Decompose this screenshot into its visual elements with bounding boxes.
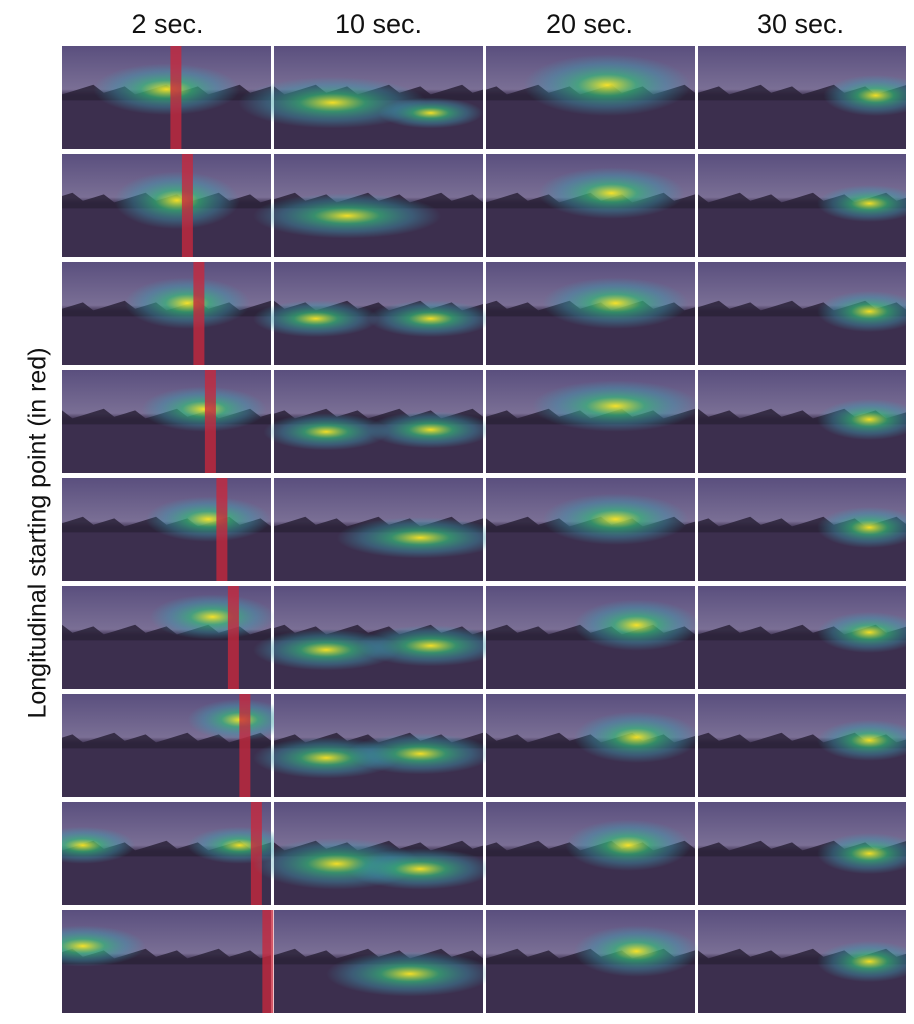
- saliency-blob: [542, 277, 689, 329]
- heatmap-cell: [486, 46, 695, 149]
- heatmap-cell: [698, 802, 906, 905]
- heatmap-cell: [253, 694, 494, 797]
- saliency-blob: [326, 951, 494, 997]
- saliency-blob: [378, 97, 483, 129]
- heatmap-cell: [274, 910, 494, 1013]
- heatmap-cell: [486, 262, 695, 365]
- saliency-blob: [347, 733, 494, 775]
- heatmap-cell: [698, 46, 906, 149]
- column-header-2-sec: 2 sec.: [131, 9, 204, 39]
- saliency-blob: [817, 290, 906, 333]
- saliency-blob: [523, 54, 691, 117]
- heatmap-cell: [253, 154, 483, 257]
- saliency-blob: [538, 167, 685, 219]
- saliency-blob: [368, 411, 494, 449]
- saliency-blob: [542, 493, 689, 545]
- saliency-blob: [817, 506, 906, 549]
- saliency-blob: [817, 719, 906, 761]
- heatmap-cell: [62, 910, 274, 1013]
- saliency-blob: [124, 277, 251, 329]
- saliency-blob: [573, 711, 700, 764]
- heatmap-cell: [253, 802, 494, 905]
- saliency-blob: [817, 184, 906, 222]
- heatmap-cell: [486, 154, 695, 257]
- heatmap-cell: [698, 262, 906, 365]
- heatmap-cell: [62, 46, 271, 149]
- heatmap-cell: [62, 478, 271, 581]
- heatmap-cell: [486, 802, 695, 905]
- start-point-marker: [250, 802, 262, 905]
- heatmap-cell: [698, 586, 906, 689]
- saliency-blob: [817, 832, 906, 875]
- heatmap-cell: [253, 586, 504, 689]
- saliency-blob: [817, 398, 906, 441]
- heatmap-cell: [62, 370, 271, 473]
- column-headers: 2 sec. 10 sec. 20 sec. 30 sec.: [62, 4, 906, 44]
- start-point-marker: [204, 370, 216, 473]
- saliency-blob: [253, 193, 442, 239]
- saliency-blob: [93, 63, 240, 116]
- saliency-blob: [62, 925, 146, 967]
- heatmap-cell: [486, 478, 695, 581]
- column-header-10-sec: 10 sec.: [334, 9, 423, 39]
- start-point-marker: [181, 154, 193, 257]
- heatmap-cell: [698, 910, 906, 1013]
- heatmap-cell: [698, 694, 906, 797]
- start-point-marker: [262, 910, 274, 1013]
- heatmap-cell: [62, 154, 271, 257]
- heatmap-cell: [253, 262, 494, 365]
- saliency-blob: [141, 386, 267, 432]
- saliency-blob: [573, 599, 700, 651]
- heatmap-cell: [263, 370, 494, 473]
- heatmap-cell: [486, 370, 700, 473]
- column-header-30-sec: 30 sec.: [756, 9, 845, 39]
- saliency-blob: [145, 496, 271, 542]
- heatmap-cell: [62, 802, 292, 905]
- saliency-blob: [336, 517, 504, 559]
- heatmap-cell: [486, 694, 700, 797]
- row-axis-label: Longitudinal starting point (in red): [23, 347, 52, 719]
- saliency-blob: [357, 625, 504, 667]
- saliency-blob: [823, 74, 906, 117]
- saliency-blob: [531, 380, 700, 432]
- saliency-blob: [565, 819, 691, 872]
- heatmap-grid-svg: [62, 46, 906, 1013]
- saliency-blob: [263, 413, 389, 451]
- heatmap-cell: [62, 694, 292, 797]
- heatmap-cell: [238, 46, 483, 149]
- heatmap-cell: [62, 262, 271, 365]
- heatmap-cell: [698, 370, 906, 473]
- heatmap-cell: [698, 478, 906, 581]
- saliency-blob: [114, 171, 240, 230]
- heatmap-grid: [62, 46, 906, 1022]
- column-header-20-sec: 20 sec.: [545, 9, 634, 39]
- saliency-blob: [573, 925, 700, 977]
- saliency-blob: [253, 300, 379, 338]
- heatmap-cell: [62, 586, 276, 689]
- heatmap-cell: [486, 910, 700, 1013]
- heatmap-cell: [274, 478, 504, 581]
- start-point-marker: [193, 262, 205, 365]
- saliency-blob: [817, 940, 906, 983]
- saliency-blob: [347, 848, 494, 890]
- saliency-blob: [368, 300, 494, 338]
- start-point-marker: [239, 694, 251, 797]
- saliency-blob: [817, 611, 906, 653]
- start-point-marker: [227, 586, 239, 689]
- start-point-marker: [170, 46, 182, 149]
- start-point-marker: [216, 478, 228, 581]
- saliency-blob: [149, 594, 276, 640]
- heatmap-cell: [698, 154, 906, 257]
- heatmap-cell: [486, 586, 700, 689]
- saliency-blob: [62, 826, 136, 864]
